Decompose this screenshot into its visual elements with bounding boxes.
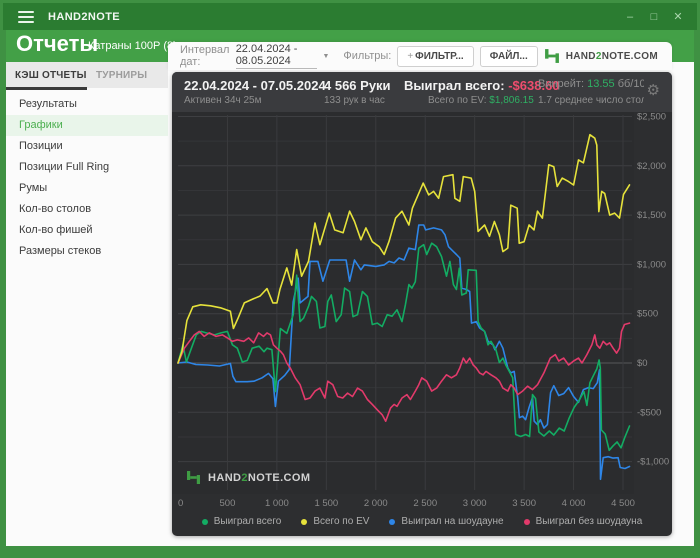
sidebar-item-positions[interactable]: Позиции: [19, 140, 63, 152]
legend-item[interactable]: Выиграл на шоудауне: [389, 516, 504, 527]
file-button[interactable]: ФАЙЛ...: [479, 45, 538, 67]
page-title: Отчеты: [16, 31, 99, 56]
report-date-range: 22.04.2024 - 07.05.2024: [184, 78, 326, 93]
report-winnings-block: Выиграл всего: -$638.60 Всего по EV: $1,…: [404, 72, 560, 112]
tab-cash-reports[interactable]: КЭШ ОТЧЕТЫ: [6, 62, 87, 90]
svg-text:-$1,000: -$1,000: [637, 457, 669, 468]
legend-dot-icon: [201, 518, 208, 525]
svg-text:2 500: 2 500: [413, 498, 437, 509]
report-winrate-block: Винрейт: 13.55 бб/100 1.7 среднее число …: [538, 72, 644, 112]
sidebar-item-positions-full-ring[interactable]: Позиции Full Ring: [19, 161, 110, 173]
svg-text:1 500: 1 500: [314, 498, 338, 509]
svg-text:$0: $0: [637, 358, 648, 369]
report-header: 22.04.2024 - 07.05.2024 Активен 34ч 25м …: [172, 72, 672, 112]
sidebar-item-results[interactable]: Результаты: [19, 98, 77, 110]
title-bar: HAND2NOTE – □ ✕: [3, 3, 697, 30]
report-won-total: Выиграл всего: -$638.60: [404, 78, 560, 93]
legend-dot-icon: [301, 518, 308, 525]
legend-label: Выиграл на шоудауне: [401, 516, 504, 527]
svg-text:$1,000: $1,000: [637, 259, 666, 270]
svg-text:$500: $500: [637, 309, 658, 320]
add-filter-button[interactable]: + ФИЛЬТР...: [397, 45, 474, 67]
svg-text:500: 500: [220, 498, 236, 509]
report-active-time: Активен 34ч 25м: [184, 95, 262, 106]
hand2note-logo-icon: [544, 49, 559, 63]
report-panel: 22.04.2024 - 07.05.2024 Активен 34ч 25м …: [172, 72, 672, 536]
svg-text:-$500: -$500: [637, 407, 661, 418]
report-ev-total: Всего по EV: $1,806.15: [428, 95, 534, 106]
won-value: -$638.60: [508, 78, 560, 93]
sidebar-items: Результаты Графики Позиции Позиции Full …: [6, 94, 168, 262]
sidebar-item-table-count[interactable]: Кол-во столов: [19, 203, 92, 215]
winrate-value: 13.55: [587, 78, 615, 90]
minimize-button[interactable]: –: [626, 10, 634, 23]
interval-label: Интервал дат:: [180, 44, 230, 68]
window-title: HAND2NOTE: [48, 10, 121, 23]
sidebar-item-stack-sizes[interactable]: Размеры стеков: [19, 245, 102, 257]
winrate-units: бб/100: [617, 78, 644, 90]
svg-text:1 000: 1 000: [265, 498, 289, 509]
tab-tournaments[interactable]: ТУРНИРЫ: [96, 69, 148, 81]
svg-text:$2,500: $2,500: [637, 112, 666, 123]
ev-label: Всего по EV:: [428, 95, 487, 106]
maximize-button[interactable]: □: [650, 10, 658, 23]
close-button[interactable]: ✕: [673, 10, 683, 23]
sidebar-tabs: КЭШ ОТЧЕТЫ ТУРНИРЫ: [6, 62, 168, 90]
sidebar-item-graphs[interactable]: Графики: [6, 115, 168, 136]
watermark-text: HAND2NOTE.COM: [208, 471, 311, 484]
ev-value: $1,806.15: [489, 95, 534, 106]
content-area: КЭШ ОТЧЕТЫ ТУРНИРЫ Результаты Графики По…: [6, 62, 694, 546]
profile-selector-label: Катраны 100Р (8): [88, 40, 177, 52]
window-controls: – □ ✕: [621, 9, 687, 25]
svg-text:3 000: 3 000: [463, 498, 487, 509]
filters-label: Фильтры:: [343, 50, 392, 62]
svg-text:$2,000: $2,000: [637, 161, 666, 172]
svg-text:4 500: 4 500: [611, 498, 635, 509]
hamburger-menu-icon[interactable]: [18, 10, 34, 23]
report-avg-tables: 1.7 среднее число столов: [538, 95, 644, 106]
svg-text:4 000: 4 000: [562, 498, 586, 509]
sidebar: КЭШ ОТЧЕТЫ ТУРНИРЫ Результаты Графики По…: [6, 62, 168, 546]
svg-text:0: 0: [178, 498, 183, 509]
report-hands: 4 566 Руки: [324, 78, 391, 93]
svg-text:3 500: 3 500: [512, 498, 536, 509]
legend-dot-icon: [523, 518, 530, 525]
chart-legend: Выиграл всего Всего по EV Выиграл на шоуда…: [172, 516, 672, 527]
legend-label: Всего по EV: [313, 516, 370, 527]
won-label: Выиграл всего:: [404, 78, 505, 93]
sidebar-item-rooms[interactable]: Румы: [19, 182, 48, 194]
winrate-label: Винрейт:: [538, 78, 585, 90]
watermark: HAND2NOTE.COM: [186, 470, 310, 485]
sidebar-item-fish-count[interactable]: Кол-во фишей: [19, 224, 93, 236]
legend-label: Выиграл всего: [213, 516, 282, 527]
report-winrate: Винрейт: 13.55 бб/100: [538, 78, 644, 90]
legend-item[interactable]: Всего по EV: [301, 516, 369, 527]
chevron-down-icon[interactable]: ▼: [322, 52, 330, 60]
svg-text:2 000: 2 000: [364, 498, 388, 509]
winnings-line-chart[interactable]: $2,500 $2,000 $1,500 $1,000 $500 $0 -$500 -$1,0…: [172, 112, 672, 512]
legend-item[interactable]: Выиграл без шоудауна: [523, 516, 643, 527]
toolbar: Интервал дат: 22.04.2024 - 08.05.2024 ▼ …: [168, 42, 672, 70]
legend-dot-icon: [389, 518, 396, 525]
plus-icon: +: [407, 50, 414, 62]
brand-text: HAND2NOTE.COM: [565, 50, 658, 62]
chart-area: $2,500 $2,000 $1,500 $1,000 $500 $0 -$500 -$1,0…: [172, 112, 672, 512]
gear-icon[interactable]: ⚙: [646, 82, 660, 99]
hand2note-logo-icon: [187, 471, 200, 484]
brand: HAND2NOTE.COM: [544, 48, 658, 64]
svg-text:$1,500: $1,500: [637, 210, 666, 221]
legend-item[interactable]: Выиграл всего: [201, 516, 282, 527]
report-hands-per-hour: 133 рук в час: [324, 95, 385, 106]
interval-date-picker[interactable]: 22.04.2024 - 08.05.2024: [235, 43, 318, 69]
legend-label: Выиграл без шоудауна: [535, 516, 643, 527]
